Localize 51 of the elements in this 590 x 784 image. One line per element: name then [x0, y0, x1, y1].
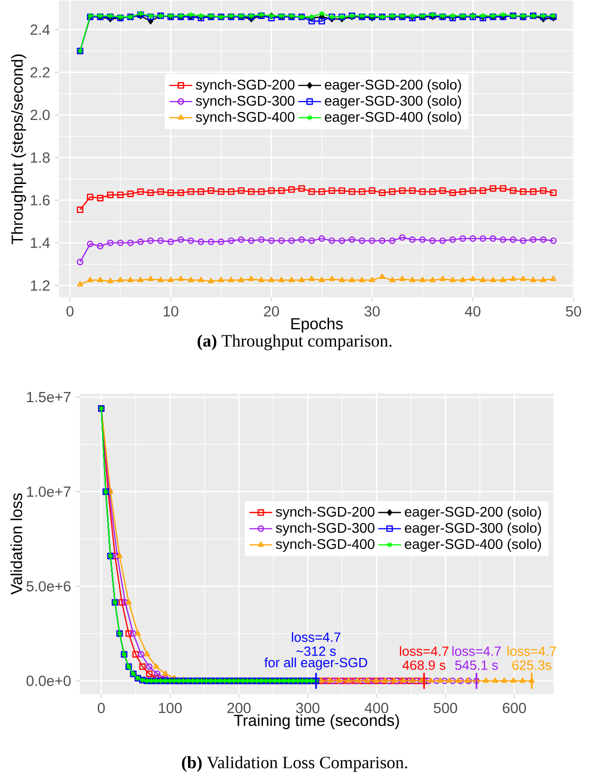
y-tick-label: 2.0 [30, 110, 50, 120]
x-tick-label: 20 [264, 306, 280, 316]
y-tick-label: 2.4 [30, 24, 50, 35]
x-tick-label: 0 [98, 702, 106, 714]
legend-label: eager-SGD-200 (solo) [405, 506, 542, 520]
annotation: loss=4.7 [452, 646, 502, 656]
x-tick-label: 0 [66, 306, 74, 316]
legend-label: eager-SGD-400 (solo) [405, 538, 542, 552]
legend-label: synch-SGD-300 [276, 522, 375, 536]
annotation: 625.3s [512, 660, 552, 670]
legend-label: eager-SGD-400 (solo) [325, 112, 462, 125]
x-axis-title: Epochs [292, 318, 344, 333]
y-tick-label: 1.8 [31, 152, 50, 163]
x-tick-label: 200 [228, 702, 251, 714]
annotation: for all eager-SGD [264, 657, 368, 670]
y-tick-label: 1.2 [31, 280, 50, 291]
x-tick-label: 10 [164, 306, 179, 316]
annotation: ~312 s [296, 646, 336, 656]
text: (b) Validation Loss Comparison. [182, 756, 408, 772]
x-tick-label: 500 [434, 702, 458, 714]
annotation: loss=4.7 [508, 646, 556, 656]
x-tick-label: 50 [566, 306, 582, 316]
x-tick-label: 40 [465, 306, 481, 316]
legend-label: eager-SGD-300 (solo) [405, 522, 542, 536]
y-axis-title: Validation loss [10, 493, 22, 595]
y-tick-label: 1.0e+7 [27, 486, 71, 497]
x-axis-title: Training time (seconds) [234, 714, 400, 730]
legend-label: synch-SGD-400 [276, 538, 375, 552]
legend-label: synch-SGD-200 [276, 506, 375, 520]
annotation: 468.9 s [402, 660, 446, 670]
y-tick-label: 5.0e+6 [26, 581, 71, 592]
annotation: loss=4.7 [292, 632, 341, 642]
y-tick-label: 1.6 [31, 195, 50, 206]
y-tick-label: 1.5e+7 [27, 392, 71, 402]
legend-label: eager-SGD-200 (solo) [325, 79, 462, 92]
text: (a) Throughput comparison. [198, 334, 392, 350]
x-tick-label: 400 [364, 702, 388, 714]
y-tick-label: 2.2 [30, 67, 50, 78]
annotation: 545.1 s [455, 660, 498, 670]
legend-label: eager-SGD-300 (solo) [325, 95, 462, 109]
x-tick-label: 30 [364, 306, 380, 316]
x-tick-label: 600 [503, 702, 526, 714]
annotation: loss=4.7 [400, 646, 449, 656]
y-axis-title: Throughput (steps/second) [11, 54, 26, 244]
legend-label: synch-SGD-300 [196, 95, 295, 109]
y-tick-label: 1.4 [31, 238, 50, 248]
x-tick-label: 100 [159, 702, 182, 714]
legend-label: synch-SGD-400 [196, 112, 295, 125]
x-tick-label: 300 [296, 702, 320, 714]
legend-label: synch-SGD-200 [196, 79, 295, 92]
y-tick-label: 0.0e+0 [26, 676, 71, 686]
